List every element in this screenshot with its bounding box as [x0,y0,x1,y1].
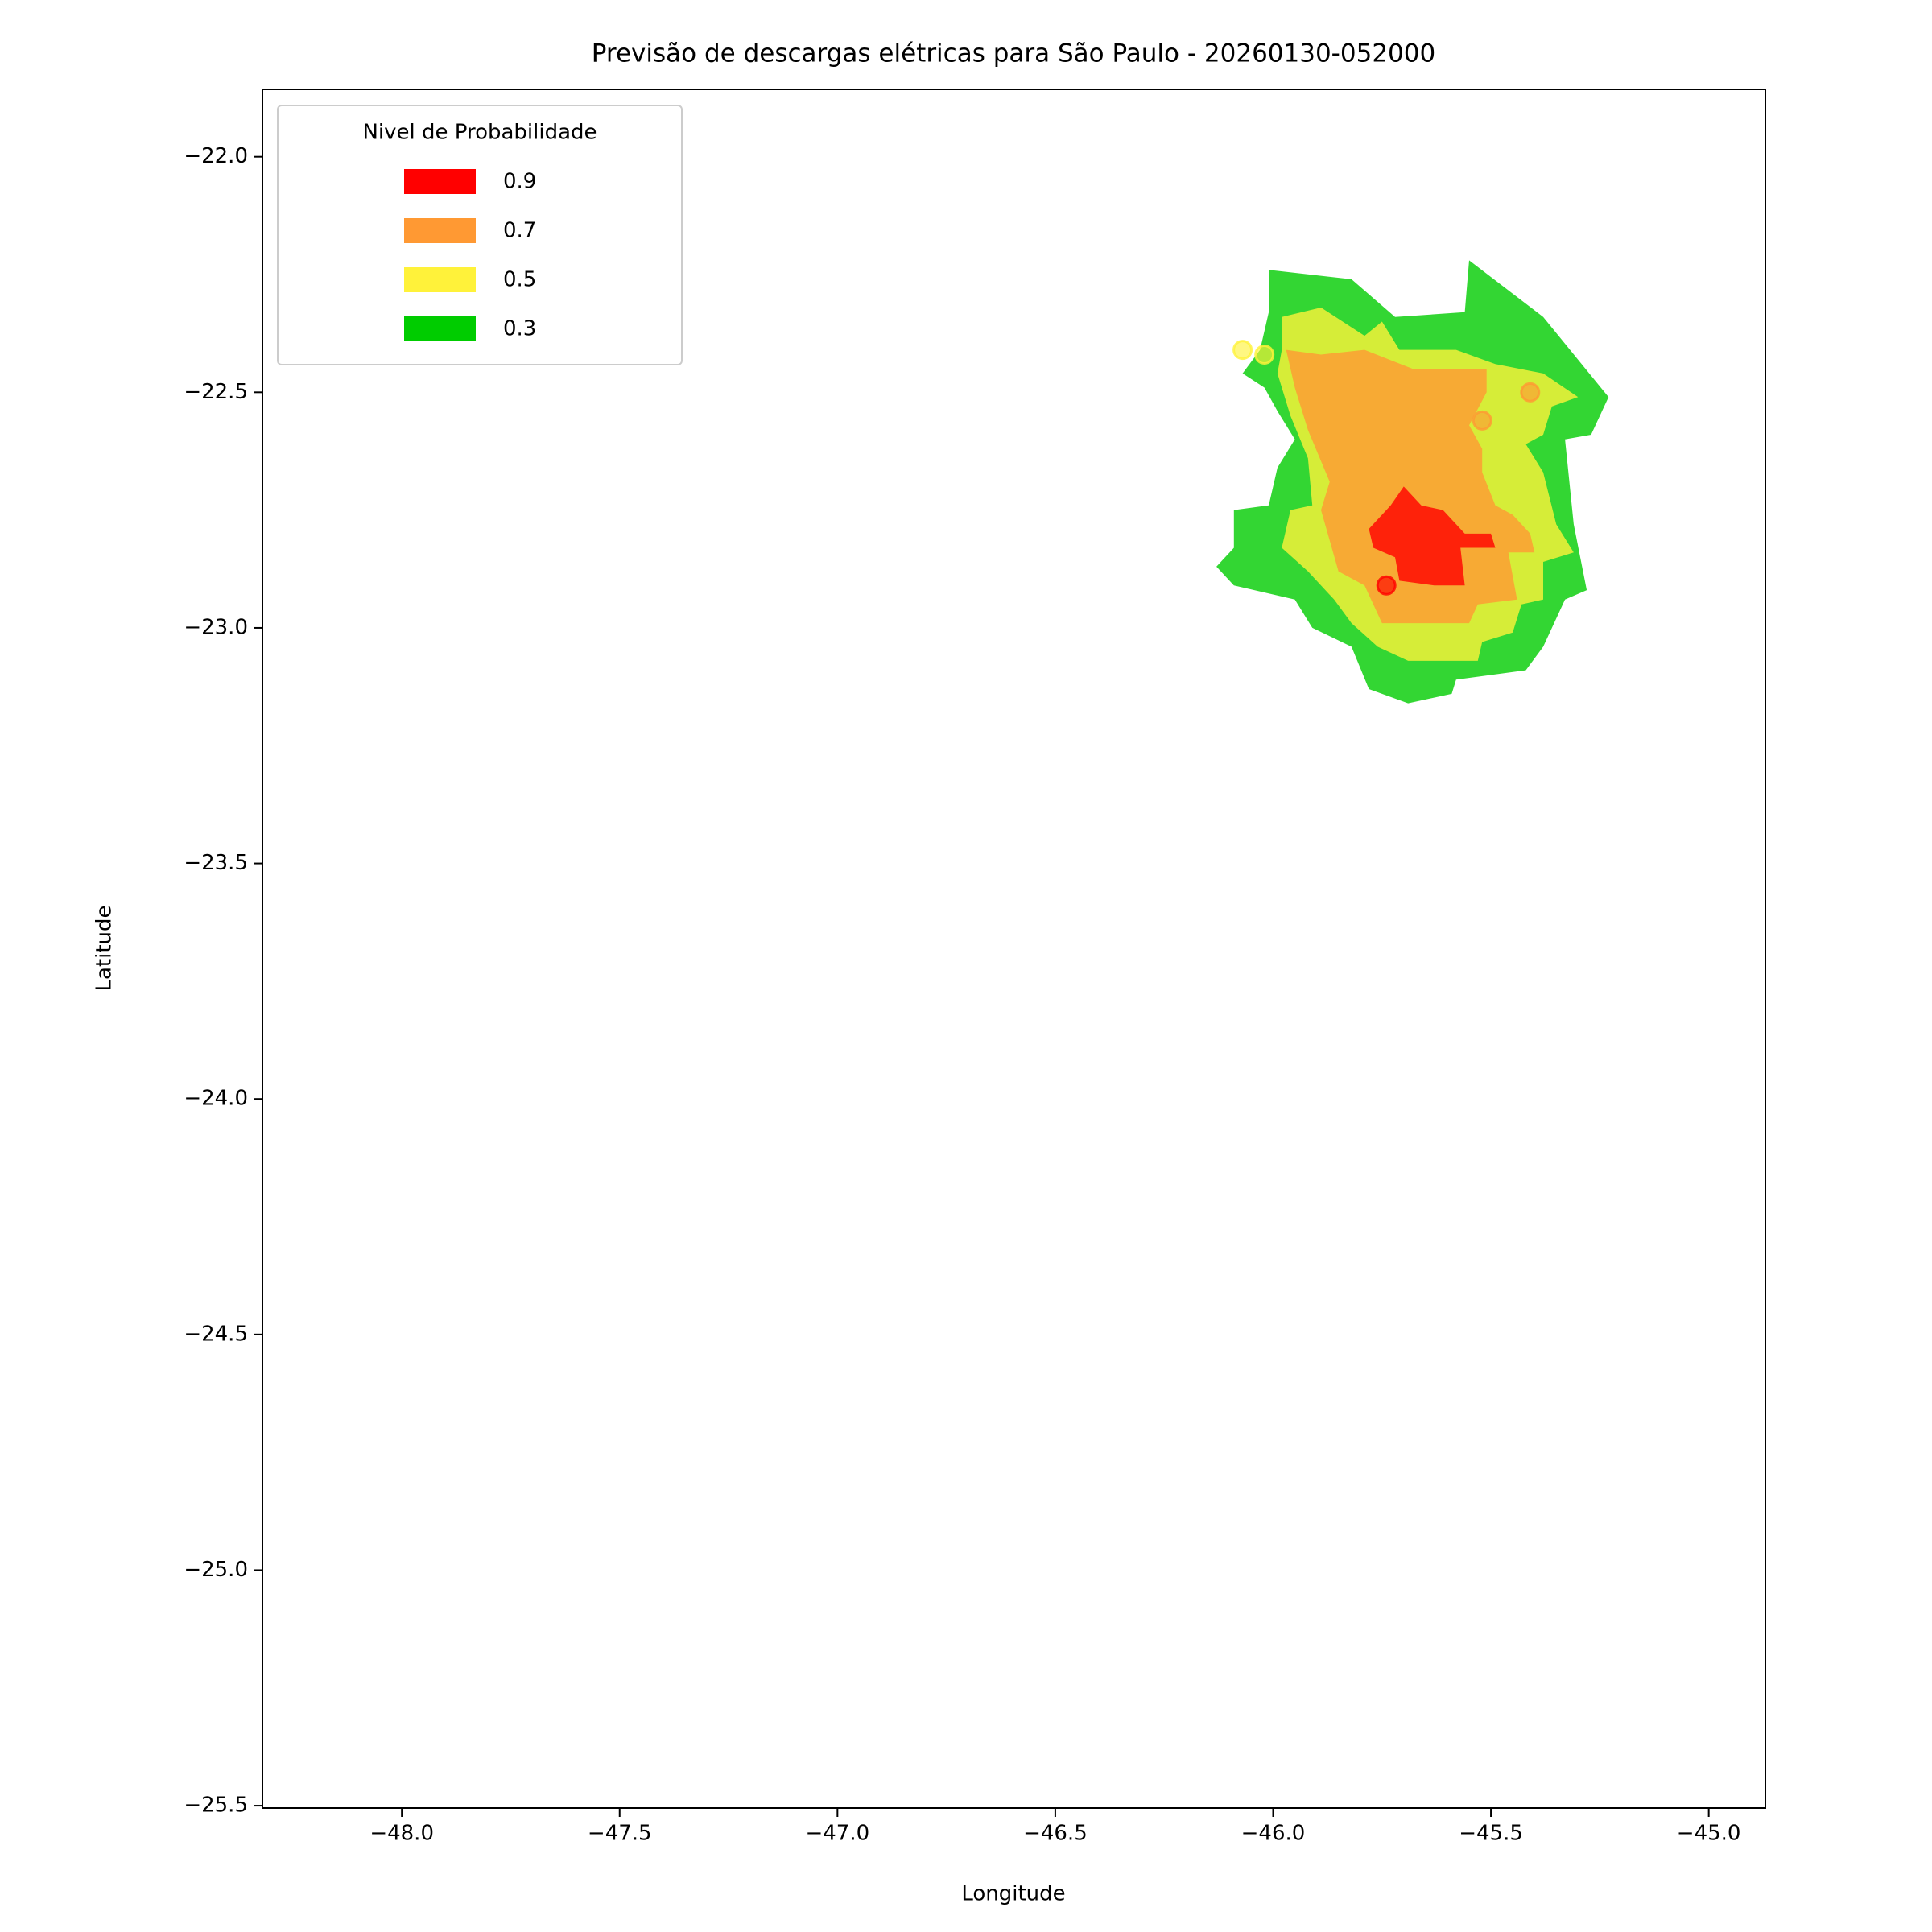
y-axis-label: Latitude [93,905,117,991]
y-tick-label: −23.5 [184,851,248,875]
legend-label: 0.7 [503,219,536,243]
chart-title: Previsão de descargas elétricas para São… [592,39,1435,68]
legend-swatch [404,267,476,292]
y-tick-label: −24.0 [184,1087,248,1111]
probability-area [1286,349,1535,624]
x-tick-label: −45.0 [1677,1822,1741,1846]
axes-frame [262,89,1766,1809]
y-tick-label: −25.5 [184,1794,248,1818]
legend-swatch [404,218,476,243]
plot-area [1216,260,1609,704]
legend-label: 0.5 [503,268,536,292]
legend-swatch [404,169,476,194]
x-tick-label: −46.0 [1241,1822,1306,1846]
legend-box [277,105,683,365]
lightning-point [1254,344,1275,365]
x-tick-label: −48.0 [369,1822,434,1846]
lightning-point [1376,575,1397,596]
x-tick-label: −46.5 [1023,1822,1088,1846]
legend-title: Nivel de Probabilidade [362,121,597,145]
x-axis-label: Longitude [961,1882,1065,1906]
y-tick-label: −23.0 [184,615,248,639]
legend-label: 0.3 [503,317,536,341]
lightning-point [1472,410,1492,431]
probability-area [1368,486,1496,586]
lightning-point [1232,340,1253,361]
x-tick-label: −47.0 [805,1822,869,1846]
x-tick-label: −45.5 [1459,1822,1523,1846]
y-tick-label: −22.5 [184,380,248,404]
lightning-point [1520,382,1541,402]
legend-label: 0.9 [503,170,536,194]
legend-swatch [404,316,476,341]
x-tick-label: −47.5 [588,1822,652,1846]
legend: Nivel de Probabilidade 0.9 0.7 0.5 0.3 [277,105,683,365]
y-tick-label: −22.0 [184,144,248,168]
y-tick-label: −24.5 [184,1322,248,1346]
y-tick-label: −25.0 [184,1558,248,1582]
